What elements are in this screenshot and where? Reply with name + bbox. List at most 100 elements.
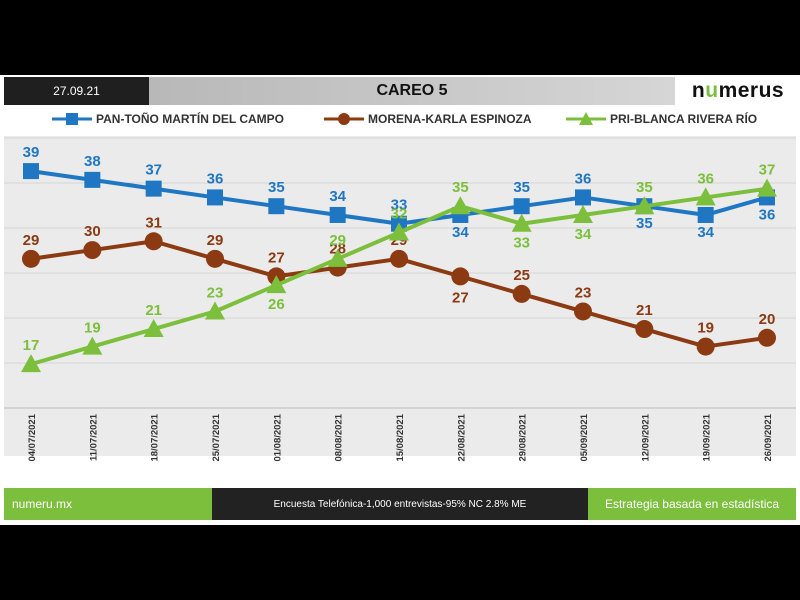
footer-website[interactable]: numeru.mx xyxy=(4,488,212,520)
legend-label-morena: MORENA-KARLA ESPINOZA xyxy=(368,112,532,126)
data-point-pri xyxy=(143,319,164,338)
data-point-pan xyxy=(84,171,101,188)
chart-title: CAREO 5 xyxy=(149,77,675,105)
header-date: 27.09.21 xyxy=(4,77,149,105)
data-point-pan xyxy=(329,206,346,223)
x-tick-label: 29/08/2021 xyxy=(518,413,529,461)
data-label-morena: 27 xyxy=(452,289,469,306)
data-label-pan: 35 xyxy=(268,179,285,196)
data-point-pri xyxy=(21,354,41,373)
data-point-pri xyxy=(450,196,471,215)
data-label-morena: 27 xyxy=(268,249,285,266)
legend-label-pan: PAN-TOÑO MARTÍN DEL CAMPO xyxy=(96,112,284,126)
x-tick-label: 25/07/2021 xyxy=(211,413,222,461)
data-label-pri: 33 xyxy=(513,235,530,252)
data-point-morena xyxy=(635,320,654,339)
data-point-morena xyxy=(206,249,224,268)
data-point-morena xyxy=(574,302,592,321)
data-point-pan xyxy=(207,189,223,206)
data-label-pri: 23 xyxy=(207,284,224,301)
data-label-pri: 17 xyxy=(23,337,40,354)
data-label-pan: 34 xyxy=(329,188,346,205)
data-point-pri xyxy=(389,222,409,241)
logo-text-accent: u xyxy=(705,79,719,102)
data-label-morena: 31 xyxy=(145,214,162,231)
data-label-pan: 36 xyxy=(759,206,776,223)
data-label-pri: 32 xyxy=(391,206,408,223)
data-label-pri: 35 xyxy=(636,179,653,196)
footer-methodology: Encuesta Telefónica-1,000 entrevistas-95… xyxy=(212,488,588,520)
data-label-morena: 23 xyxy=(575,284,592,301)
data-point-pri xyxy=(266,275,287,294)
data-label-morena: 30 xyxy=(84,223,101,240)
data-label-pan: 36 xyxy=(575,170,592,187)
data-label-morena: 19 xyxy=(697,320,714,337)
data-point-morena xyxy=(144,232,163,251)
footer-tagline: Estrategia basada en estadística xyxy=(588,488,796,520)
x-tick-label: 22/08/2021 xyxy=(456,413,467,461)
data-point-morena xyxy=(83,241,102,260)
data-label-pan: 38 xyxy=(84,153,101,170)
data-point-morena xyxy=(512,284,531,303)
data-label-pri: 35 xyxy=(452,179,469,196)
logo-text-post: merus xyxy=(718,79,785,102)
legend-label-pri: PRI-BLANCA RIVERA RÍO xyxy=(610,112,758,126)
data-label-pri: 37 xyxy=(759,162,776,179)
legend-marker-pri xyxy=(566,112,606,125)
x-tick-label: 04/07/2021 xyxy=(27,413,38,461)
data-point-morena xyxy=(758,328,776,347)
x-tick-label: 26/09/2021 xyxy=(763,413,774,461)
data-point-pri xyxy=(695,187,716,206)
data-point-pri xyxy=(327,248,348,267)
x-tick-label: 12/09/2021 xyxy=(640,413,651,461)
data-point-pan xyxy=(268,198,285,215)
data-label-pri: 21 xyxy=(145,302,162,319)
x-tick-label: 05/09/2021 xyxy=(579,413,590,461)
data-point-pri xyxy=(634,196,655,215)
data-label-pan: 37 xyxy=(145,162,162,179)
legend-item-pri: PRI-BLANCA RIVERA RÍO xyxy=(564,112,757,126)
legend-item-pan: PAN-TOÑO MARTÍN DEL CAMPO xyxy=(50,112,284,126)
data-point-pri xyxy=(573,204,593,223)
data-label-pan: 33 xyxy=(391,197,408,214)
line-chart: 04/07/2021 11/07/2021 18/07/2021 25/07/2021… xyxy=(4,137,796,462)
data-point-pan xyxy=(145,180,162,197)
data-label-pan: 34 xyxy=(697,224,714,241)
data-point-pri xyxy=(757,178,777,197)
data-point-pan xyxy=(23,163,39,180)
data-label-pri: 19 xyxy=(84,320,101,337)
data-point-pan xyxy=(513,198,530,215)
x-tick-label: 19/09/2021 xyxy=(702,413,713,461)
data-label-morena: 20 xyxy=(759,311,776,328)
data-point-pri xyxy=(82,336,103,355)
data-label-pri: 29 xyxy=(329,232,346,249)
data-label-morena: 29 xyxy=(207,232,224,249)
legend-marker-morena xyxy=(324,113,364,125)
data-label-pri: 34 xyxy=(575,226,592,243)
data-label-pan: 35 xyxy=(636,215,653,232)
data-point-morena xyxy=(22,249,40,268)
x-tick-label: 15/08/2021 xyxy=(395,413,406,461)
data-label-pan: 39 xyxy=(23,144,40,161)
data-point-pri xyxy=(205,301,225,320)
data-label-pan: 34 xyxy=(452,224,469,241)
data-point-morena xyxy=(451,267,470,286)
numerus-logo: n u merus xyxy=(676,75,800,107)
data-label-pri: 26 xyxy=(268,296,285,313)
data-label-pan: 36 xyxy=(207,170,224,187)
x-tick-label: 11/07/2021 xyxy=(88,413,99,461)
data-point-morena xyxy=(390,249,408,268)
x-tick-label: 08/08/2021 xyxy=(334,413,345,461)
footer-bar: numeru.mx Encuesta Telefónica-1,000 entr… xyxy=(4,488,796,520)
data-point-pan xyxy=(697,206,714,223)
chart-legend: PAN-TOÑO MARTÍN DEL CAMPO MORENA-KARLA E… xyxy=(4,107,796,135)
legend-item-morena: MORENA-KARLA ESPINOZA xyxy=(322,112,532,126)
x-tick-label: 18/07/2021 xyxy=(150,413,161,461)
data-point-pri xyxy=(511,213,532,232)
plot-area xyxy=(4,136,796,456)
data-point-morena xyxy=(696,337,715,356)
data-label-pri: 36 xyxy=(697,170,714,187)
data-label-morena: 29 xyxy=(23,232,40,249)
data-label-morena: 25 xyxy=(513,267,530,284)
legend-marker-pan xyxy=(52,113,92,125)
